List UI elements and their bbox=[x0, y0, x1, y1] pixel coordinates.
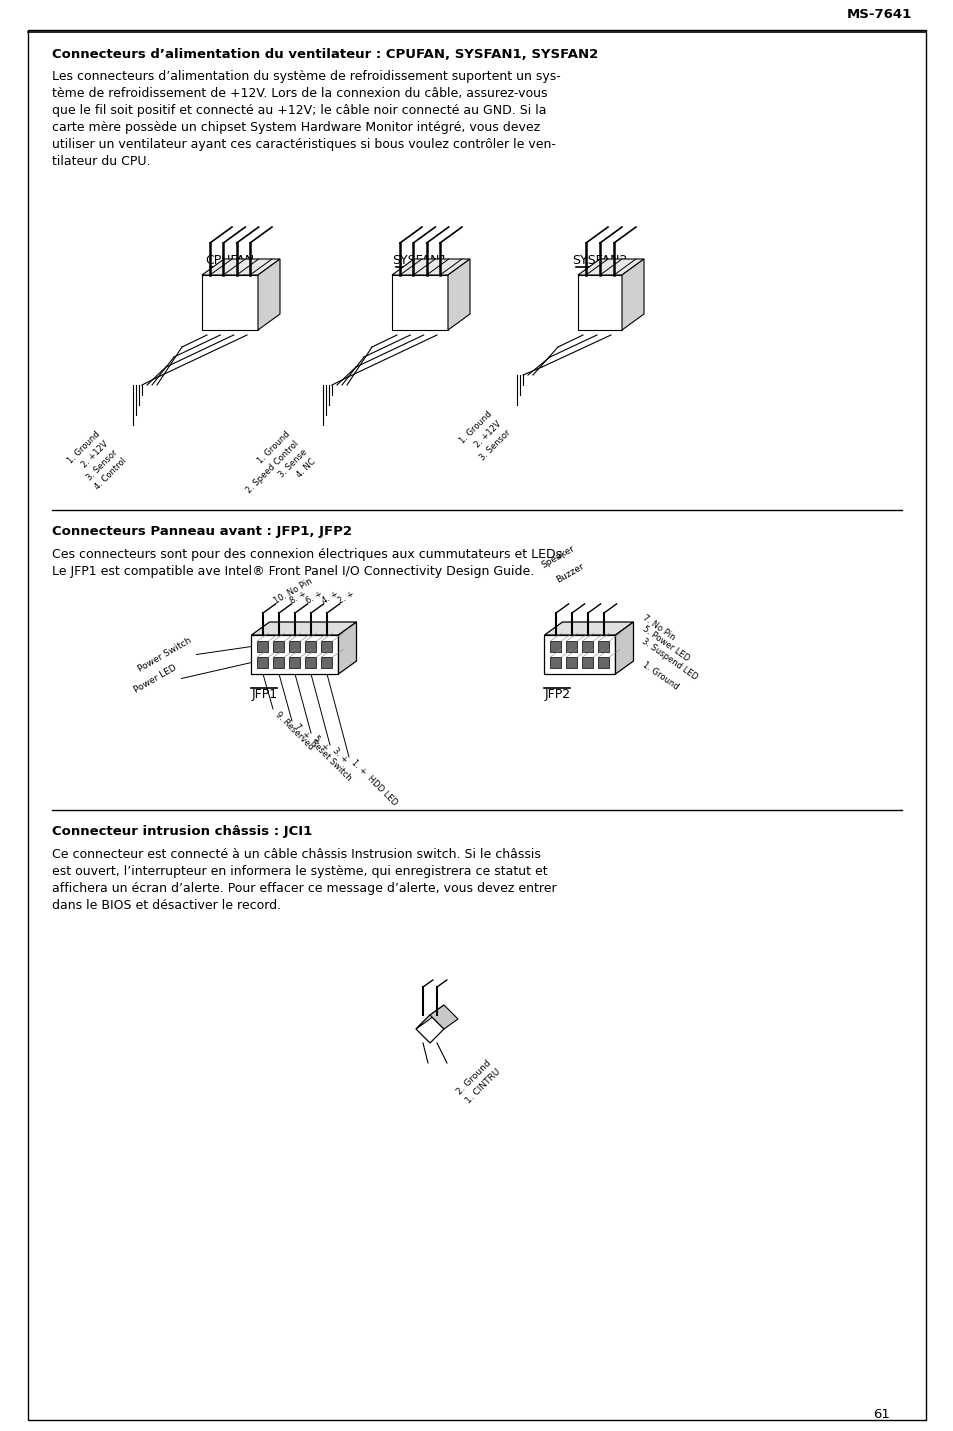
Polygon shape bbox=[257, 641, 268, 653]
Text: utiliser un ventilateur ayant ces caractéristiques si bous voulez contrôler le v: utiliser un ventilateur ayant ces caract… bbox=[52, 137, 556, 152]
Text: JFP2: JFP2 bbox=[544, 688, 570, 701]
Text: tilateur du CPU.: tilateur du CPU. bbox=[52, 155, 151, 167]
Polygon shape bbox=[257, 259, 280, 331]
Text: Connecteurs d’alimentation du ventilateur : CPUFAN, SYSFAN1, SYSFAN2: Connecteurs d’alimentation du ventilateu… bbox=[52, 49, 598, 62]
Polygon shape bbox=[544, 635, 615, 674]
Text: carte mère possède un chipset System Hardware Monitor intégré, vous devez: carte mère possède un chipset System Har… bbox=[52, 122, 539, 135]
Text: 8. +: 8. + bbox=[288, 590, 308, 605]
Polygon shape bbox=[257, 657, 268, 668]
Polygon shape bbox=[615, 622, 633, 674]
Polygon shape bbox=[621, 259, 643, 331]
Text: 10. No Pin: 10. No Pin bbox=[272, 577, 314, 605]
Polygon shape bbox=[416, 1015, 443, 1043]
Text: 7. No Pin: 7. No Pin bbox=[639, 612, 676, 643]
Polygon shape bbox=[416, 1005, 443, 1029]
Text: est ouvert, l’interrupteur en informera le système, qui enregistrera ce statut e: est ouvert, l’interrupteur en informera … bbox=[52, 864, 547, 879]
Polygon shape bbox=[252, 635, 338, 674]
Polygon shape bbox=[578, 259, 643, 275]
Polygon shape bbox=[274, 657, 284, 668]
Text: Power Switch: Power Switch bbox=[136, 635, 193, 674]
Text: 4. +: 4. + bbox=[320, 590, 339, 605]
Polygon shape bbox=[582, 657, 593, 668]
Text: MS-7641: MS-7641 bbox=[846, 9, 911, 21]
Text: 1. Ground
2. +12V
3. Sensor: 1. Ground 2. +12V 3. Sensor bbox=[458, 411, 512, 464]
Polygon shape bbox=[392, 275, 448, 331]
Polygon shape bbox=[566, 641, 577, 653]
Text: JFP1: JFP1 bbox=[252, 688, 277, 701]
Polygon shape bbox=[430, 1005, 457, 1029]
Polygon shape bbox=[252, 622, 356, 635]
Polygon shape bbox=[578, 275, 621, 331]
Polygon shape bbox=[544, 622, 633, 635]
Text: 61: 61 bbox=[872, 1408, 889, 1421]
Text: 7. +  Reset Switch: 7. + Reset Switch bbox=[293, 723, 354, 783]
Text: 1. Ground
2. Speed Control
3. Sense
4. NC: 1. Ground 2. Speed Control 3. Sense 4. N… bbox=[235, 429, 317, 512]
Text: SYSFAN2: SYSFAN2 bbox=[572, 253, 627, 268]
Text: Ces connecteurs sont pour des connexion électriques aux cummutateurs et LEDs.: Ces connecteurs sont pour des connexion … bbox=[52, 548, 565, 561]
Text: que le fil soit positif et connecté au +12V; le câble noir connecté au GND. Si l: que le fil soit positif et connecté au +… bbox=[52, 104, 546, 117]
Polygon shape bbox=[202, 275, 257, 331]
Polygon shape bbox=[550, 641, 561, 653]
Polygon shape bbox=[305, 641, 316, 653]
Text: 3. +: 3. + bbox=[331, 746, 350, 764]
Polygon shape bbox=[289, 657, 300, 668]
Text: 9. Reserved: 9. Reserved bbox=[274, 710, 315, 751]
Text: Connecteur intrusion châssis : JCI1: Connecteur intrusion châssis : JCI1 bbox=[52, 826, 312, 839]
Text: CPUFAN: CPUFAN bbox=[205, 253, 254, 268]
Text: Le JFP1 est compatible ave Intel® Front Panel I/O Connectivity Design Guide.: Le JFP1 est compatible ave Intel® Front … bbox=[52, 565, 534, 578]
Polygon shape bbox=[305, 657, 316, 668]
Text: 3. Suspend LED: 3. Suspend LED bbox=[639, 637, 699, 683]
Text: dans le BIOS et désactiver le record.: dans le BIOS et désactiver le record. bbox=[52, 899, 281, 912]
Polygon shape bbox=[392, 259, 470, 275]
Polygon shape bbox=[550, 657, 561, 668]
Text: 1. Ground
2. +12V
3. Sensor
4. Control: 1. Ground 2. +12V 3. Sensor 4. Control bbox=[66, 429, 128, 492]
Polygon shape bbox=[582, 641, 593, 653]
Text: 1. Ground: 1. Ground bbox=[639, 660, 679, 691]
Polygon shape bbox=[274, 641, 284, 653]
Text: Power LED: Power LED bbox=[132, 663, 178, 694]
Polygon shape bbox=[598, 641, 609, 653]
Text: Ce connecteur est connecté à un câble châssis Instrusion switch. Si le châssis: Ce connecteur est connecté à un câble ch… bbox=[52, 849, 540, 861]
Text: 1. +  HDD LED: 1. + HDD LED bbox=[350, 758, 399, 807]
Text: 5. Power LED: 5. Power LED bbox=[639, 624, 690, 663]
Polygon shape bbox=[566, 657, 577, 668]
Text: 6. +: 6. + bbox=[304, 590, 324, 605]
Text: Buzzer: Buzzer bbox=[555, 562, 585, 585]
Text: Connecteurs Panneau avant : JFP1, JFP2: Connecteurs Panneau avant : JFP1, JFP2 bbox=[52, 525, 352, 538]
Text: Speaker: Speaker bbox=[539, 544, 576, 570]
Polygon shape bbox=[202, 259, 280, 275]
Text: 2. +: 2. + bbox=[336, 590, 355, 605]
Text: tème de refroidissement de +12V. Lors de la connexion du câble, assurez-vous: tème de refroidissement de +12V. Lors de… bbox=[52, 87, 547, 100]
Polygon shape bbox=[289, 641, 300, 653]
Text: SYSFAN1: SYSFAN1 bbox=[392, 253, 447, 268]
Polygon shape bbox=[321, 657, 333, 668]
Text: 2. Ground
1. CINTRU: 2. Ground 1. CINTRU bbox=[455, 1058, 501, 1105]
Text: 5. +: 5. + bbox=[312, 734, 331, 753]
Polygon shape bbox=[448, 259, 470, 331]
Text: Les connecteurs d’alimentation du système de refroidissement suportent un sys-: Les connecteurs d’alimentation du systèm… bbox=[52, 70, 560, 83]
Polygon shape bbox=[598, 657, 609, 668]
Polygon shape bbox=[338, 622, 356, 674]
Polygon shape bbox=[321, 641, 333, 653]
Text: affichera un écran d’alerte. Pour effacer ce message d’alerte, vous devez entrer: affichera un écran d’alerte. Pour efface… bbox=[52, 881, 556, 894]
